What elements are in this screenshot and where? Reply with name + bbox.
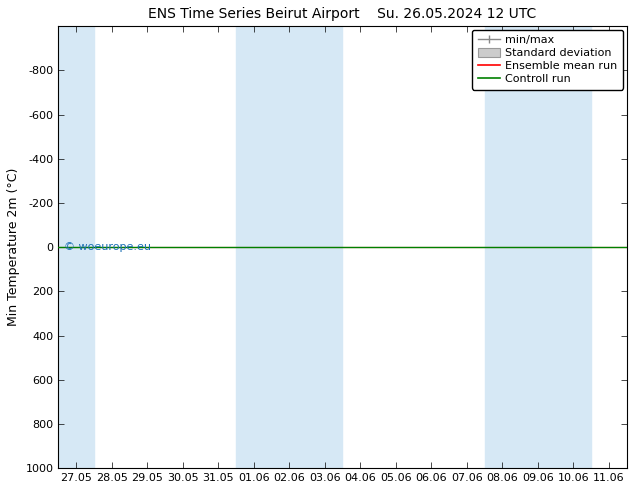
Title: ENS Time Series Beirut Airport    Su. 26.05.2024 12 UTC: ENS Time Series Beirut Airport Su. 26.05… bbox=[148, 7, 536, 21]
Bar bbox=[236, 26, 342, 468]
Text: © woeurope.eu: © woeurope.eu bbox=[64, 242, 151, 252]
Bar bbox=[58, 26, 94, 468]
Legend: min/max, Standard deviation, Ensemble mean run, Controll run: min/max, Standard deviation, Ensemble me… bbox=[472, 29, 623, 90]
Bar bbox=[484, 26, 591, 468]
Y-axis label: Min Temperature 2m (°C): Min Temperature 2m (°C) bbox=[7, 168, 20, 326]
